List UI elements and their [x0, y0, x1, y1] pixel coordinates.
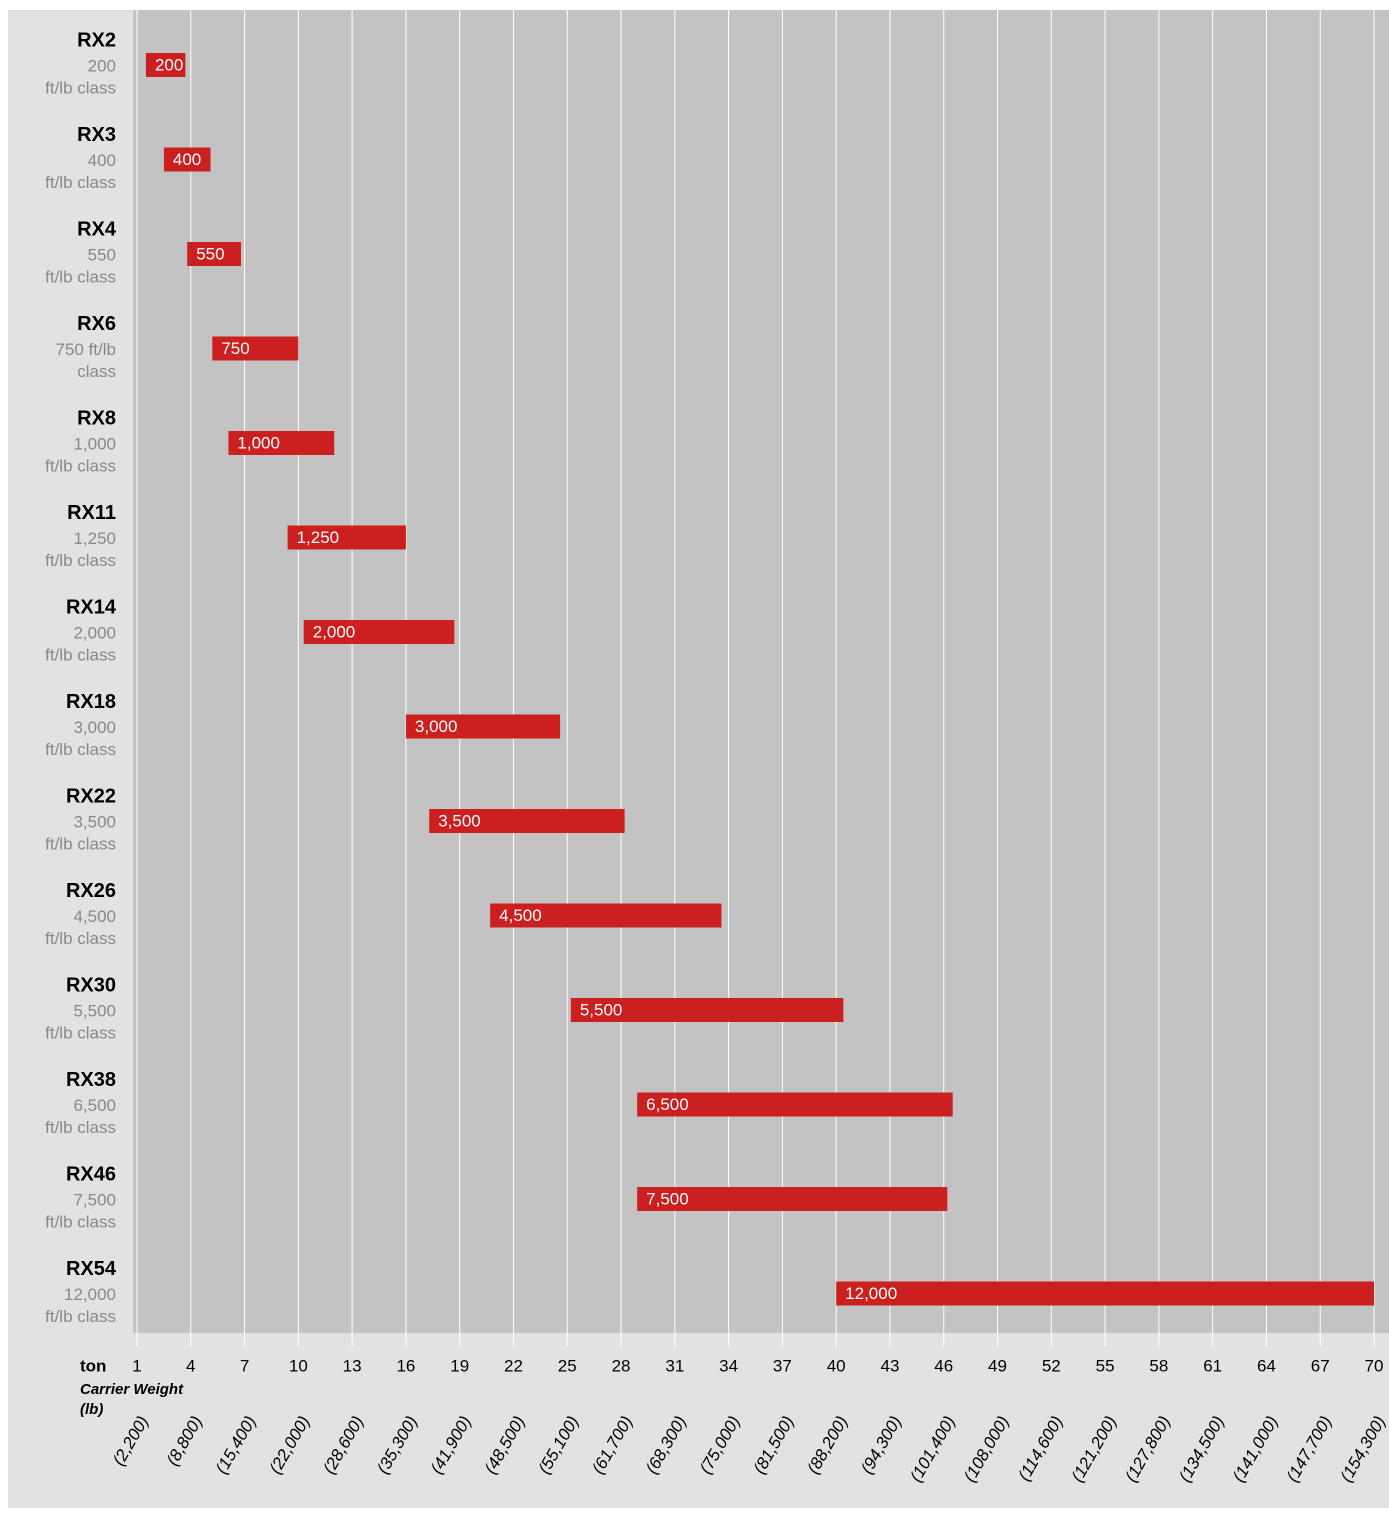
class-label: 200: [88, 56, 116, 75]
x-tick-label: 52: [1042, 1356, 1061, 1375]
x-tick-label: 55: [1096, 1356, 1115, 1375]
x-tick-label: 13: [343, 1356, 362, 1375]
bar-label: 1,250: [297, 528, 340, 547]
class-label: ft/lb class: [45, 173, 116, 192]
model-name: RX2: [77, 29, 116, 51]
x-tick-label: 70: [1365, 1356, 1384, 1375]
x-tick-label: 16: [396, 1356, 415, 1375]
bar-label: 400: [173, 150, 201, 169]
plot-area: [133, 10, 1389, 1333]
model-name: RX26: [66, 880, 116, 902]
bar-label: 3,000: [415, 717, 458, 736]
class-label: ft/lb class: [45, 267, 116, 286]
x-tick-label: 28: [612, 1356, 631, 1375]
x-axis-label: ton: [80, 1356, 106, 1375]
x-tick-label: 22: [504, 1356, 523, 1375]
class-label: ft/lb class: [45, 1023, 116, 1042]
x2-axis-label: Carrier Weight: [80, 1381, 184, 1398]
class-label: ft/lb class: [45, 1212, 116, 1231]
class-label: 7,500: [73, 1190, 116, 1209]
x-tick-label: 46: [934, 1356, 953, 1375]
x-tick-label: 40: [827, 1356, 846, 1375]
x-tick-label: 34: [719, 1356, 738, 1375]
class-label: ft/lb class: [45, 1307, 116, 1326]
x-tick-label: 64: [1257, 1356, 1276, 1375]
class-label: ft/lb class: [45, 456, 116, 475]
class-label: class: [77, 362, 116, 381]
class-label: ft/lb class: [45, 78, 116, 97]
model-name: RX8: [77, 407, 116, 429]
x2-axis-label: (lb): [80, 1401, 103, 1418]
x-tick-label: 67: [1311, 1356, 1330, 1375]
class-label: 12,000: [64, 1285, 116, 1304]
x-tick-label: 7: [240, 1356, 249, 1375]
x-tick-label: 4: [186, 1356, 195, 1375]
bar-label: 550: [196, 244, 224, 263]
class-label: 3,500: [73, 812, 116, 831]
bar: [836, 1282, 1374, 1306]
chart: ton Carrier Weight (lb) 1 4 7 10 13 16 19 22 25 2…: [0, 0, 1389, 1516]
bar-label: 200: [155, 55, 183, 74]
class-label: ft/lb class: [45, 740, 116, 759]
x-tick-label: 43: [880, 1356, 899, 1375]
model-name: RX4: [77, 218, 117, 240]
class-label: ft/lb class: [45, 834, 116, 853]
model-name: RX22: [66, 785, 116, 807]
model-name: RX3: [77, 124, 116, 146]
class-label: 6,500: [73, 1096, 116, 1115]
class-label: 550: [88, 245, 116, 264]
x-tick-label: 58: [1149, 1356, 1168, 1375]
x-tick-label: 61: [1203, 1356, 1222, 1375]
bar-label: 12,000: [845, 1284, 897, 1303]
model-name: RX46: [66, 1163, 116, 1185]
x-tick-label: 49: [988, 1356, 1007, 1375]
class-label: 3,000: [73, 718, 116, 737]
x-tick-label: 1: [132, 1356, 141, 1375]
class-label: 400: [88, 151, 116, 170]
class-label: ft/lb class: [45, 929, 116, 948]
class-label: 2,000: [73, 623, 116, 642]
x-tick-label: 31: [665, 1356, 684, 1375]
model-name: RX18: [66, 691, 116, 713]
bar-label: 750: [221, 339, 249, 358]
model-name: RX30: [66, 974, 116, 996]
class-label: ft/lb class: [45, 645, 116, 664]
class-label: 750 ft/lb: [56, 340, 117, 359]
class-label: ft/lb class: [45, 551, 116, 570]
model-name: RX54: [66, 1258, 117, 1280]
class-label: 1,000: [73, 434, 116, 453]
x-tick-label: 37: [773, 1356, 792, 1375]
model-name: RX38: [66, 1069, 116, 1091]
model-name: RX14: [66, 596, 117, 618]
class-label: 4,500: [73, 907, 116, 926]
bar-label: 4,500: [499, 906, 542, 925]
class-label: 1,250: [73, 529, 116, 548]
model-name: RX11: [67, 502, 116, 524]
class-label: 5,500: [73, 1001, 116, 1020]
bar-label: 7,500: [646, 1189, 689, 1208]
bar-label: 2,000: [313, 622, 356, 641]
x-tick-label: 19: [450, 1356, 469, 1375]
bar-label: 6,500: [646, 1095, 689, 1114]
bar-label: 3,500: [438, 811, 481, 830]
page: ton Carrier Weight (lb) 1 4 7 10 13 16 19 22 25 2…: [0, 0, 1389, 1516]
bar-label: 5,500: [580, 1000, 623, 1019]
class-label: ft/lb class: [45, 1118, 116, 1137]
x-tick-label: 25: [558, 1356, 577, 1375]
bar-label: 1,000: [237, 433, 280, 452]
x-tick-label: 10: [289, 1356, 308, 1375]
model-name: RX6: [77, 313, 116, 335]
